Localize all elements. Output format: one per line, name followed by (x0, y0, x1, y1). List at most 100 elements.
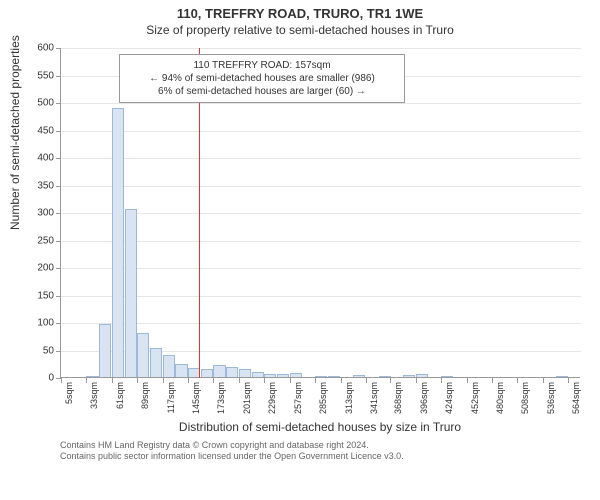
y-tick (56, 48, 61, 49)
histogram-bar (175, 364, 187, 377)
x-tick-label: 564sqm (571, 382, 581, 414)
histogram-bar (290, 373, 302, 377)
y-tick-label: 600 (14, 43, 54, 54)
gridline (61, 48, 581, 49)
y-tick (56, 323, 61, 324)
y-tick-label: 50 (14, 345, 54, 356)
histogram-bar (252, 372, 264, 378)
x-tick (517, 378, 518, 383)
x-tick-label: 173sqm (216, 382, 226, 414)
x-tick-label: 368sqm (393, 382, 403, 414)
x-tick (239, 378, 240, 383)
x-tick (568, 378, 569, 383)
chart-title: 110, TREFFRY ROAD, TRURO, TR1 1WE (0, 0, 600, 21)
y-tick (56, 103, 61, 104)
x-tick-label: 145sqm (191, 382, 201, 414)
x-tick (213, 378, 214, 383)
x-tick-label: 536sqm (546, 382, 556, 414)
x-tick-label: 452sqm (470, 382, 480, 414)
y-tick (56, 241, 61, 242)
y-tick-label: 500 (14, 98, 54, 109)
attribution-line: Contains public sector information licen… (60, 451, 580, 462)
annotation-line: 110 TREFFRY ROAD: 157sqm (126, 59, 398, 72)
y-tick-label: 350 (14, 180, 54, 191)
x-tick-label: 313sqm (344, 382, 354, 414)
x-tick-label: 480sqm (495, 382, 505, 414)
x-tick-label: 396sqm (419, 382, 429, 414)
gridline (61, 323, 581, 324)
x-tick-label: 229sqm (267, 382, 277, 414)
x-tick (163, 378, 164, 383)
histogram-bar (353, 375, 365, 377)
attribution: Contains HM Land Registry data © Crown c… (60, 440, 580, 462)
y-tick (56, 76, 61, 77)
x-tick (290, 378, 291, 383)
plot-area: 0501001502002503003504004505005506005sqm… (60, 48, 580, 378)
histogram-bar (125, 209, 137, 377)
y-tick-label: 150 (14, 290, 54, 301)
x-tick (315, 378, 316, 383)
chart-area: 0501001502002503003504004505005506005sqm… (60, 48, 580, 418)
annotation-box: 110 TREFFRY ROAD: 157sqm← 94% of semi-de… (119, 54, 405, 103)
x-tick-label: 257sqm (293, 382, 303, 414)
x-tick-label: 424sqm (444, 382, 454, 414)
histogram-bar (239, 369, 251, 377)
y-tick (56, 296, 61, 297)
x-tick-label: 508sqm (520, 382, 530, 414)
y-tick (56, 351, 61, 352)
x-tick (543, 378, 544, 383)
y-tick (56, 268, 61, 269)
annotation-line: 6% of semi-detached houses are larger (6… (126, 85, 398, 98)
y-tick-label: 250 (14, 235, 54, 246)
y-tick-label: 400 (14, 153, 54, 164)
histogram-bar (86, 376, 98, 377)
x-tick-label: 61sqm (115, 382, 125, 409)
histogram-bar (112, 108, 124, 378)
histogram-bar (416, 374, 428, 377)
histogram-bar (379, 376, 391, 377)
y-tick-label: 550 (14, 70, 54, 81)
x-tick-label: 33sqm (89, 382, 99, 409)
x-tick (366, 378, 367, 383)
y-tick (56, 186, 61, 187)
gridline (61, 131, 581, 132)
x-tick-label: 341sqm (369, 382, 379, 414)
gridline (61, 296, 581, 297)
y-tick-label: 100 (14, 318, 54, 329)
attribution-line: Contains HM Land Registry data © Crown c… (60, 440, 580, 451)
y-tick (56, 158, 61, 159)
y-tick-label: 300 (14, 208, 54, 219)
gridline (61, 241, 581, 242)
gridline (61, 186, 581, 187)
histogram-bar (150, 348, 162, 377)
gridline (61, 103, 581, 104)
x-tick-label: 285sqm (318, 382, 328, 414)
x-axis-label: Distribution of semi-detached houses by … (60, 420, 580, 434)
gridline (61, 213, 581, 214)
x-tick (61, 378, 62, 383)
histogram-bar (163, 355, 175, 377)
histogram-bar (99, 324, 111, 377)
gridline (61, 268, 581, 269)
histogram-bar (264, 374, 276, 377)
histogram-bar (201, 369, 213, 377)
x-tick (416, 378, 417, 383)
x-tick (112, 378, 113, 383)
x-tick (137, 378, 138, 383)
chart-subtitle: Size of property relative to semi-detach… (0, 21, 600, 43)
x-tick-label: 201sqm (242, 382, 252, 414)
y-tick-label: 450 (14, 125, 54, 136)
y-tick (56, 131, 61, 132)
annotation-line: ← 94% of semi-detached houses are smalle… (126, 72, 398, 85)
histogram-bar (137, 333, 149, 377)
x-tick-label: 89sqm (140, 382, 150, 409)
histogram-bar (441, 376, 453, 377)
x-tick (441, 378, 442, 383)
gridline (61, 158, 581, 159)
x-tick-label: 117sqm (166, 382, 176, 413)
histogram-bar (328, 376, 340, 377)
x-tick (390, 378, 391, 383)
histogram-bar (277, 374, 289, 377)
histogram-bar (226, 367, 238, 377)
x-tick (467, 378, 468, 383)
